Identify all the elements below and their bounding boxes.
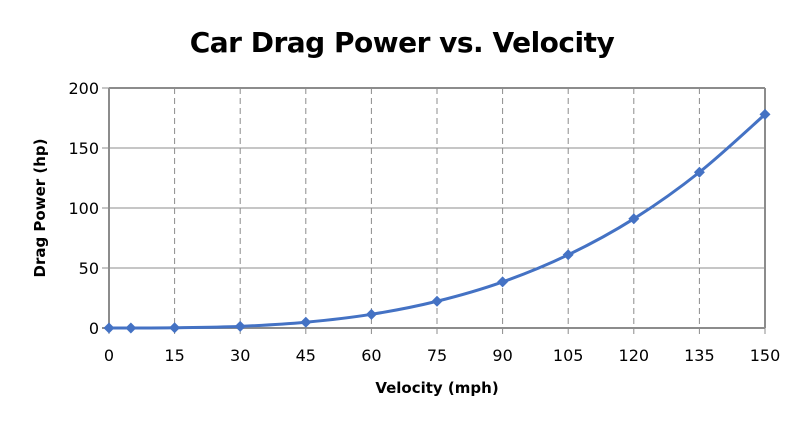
y-tick-label: 100: [68, 199, 99, 218]
x-axis-title: Velocity (mph): [375, 379, 498, 397]
data-point-marker: [169, 322, 181, 334]
series-group: [103, 108, 771, 334]
x-tick-label: 105: [553, 346, 584, 365]
tick-labels: 0 50 100 150 200 0 15 30 45 60 75 90 105 120 135 150: [68, 79, 780, 365]
data-point-marker: [365, 308, 377, 320]
x-tick-label: 15: [164, 346, 184, 365]
x-tick-label: 0: [104, 346, 114, 365]
data-point-marker: [431, 295, 443, 307]
data-point-marker: [759, 108, 771, 120]
data-point-marker: [628, 213, 640, 225]
data-point-marker: [125, 322, 137, 334]
grid: [102, 87, 766, 334]
x-tick-label: 60: [361, 346, 381, 365]
x-tick-label: 150: [750, 346, 781, 365]
x-tick-label: 135: [684, 346, 715, 365]
x-tick-label: 75: [427, 346, 447, 365]
x-tick-label: 120: [619, 346, 650, 365]
data-point-marker: [103, 322, 115, 334]
y-tick-label: 150: [68, 139, 99, 158]
y-tick-label: 50: [79, 259, 99, 278]
data-point-marker: [693, 166, 705, 178]
x-tick-label: 45: [296, 346, 316, 365]
x-tick-label: 30: [230, 346, 250, 365]
data-point-marker: [562, 249, 574, 261]
y-tick-label: 200: [68, 79, 99, 98]
data-point-marker: [497, 276, 509, 288]
data-point-marker: [234, 320, 246, 332]
y-tick-label: 0: [89, 319, 99, 338]
x-tick-label: 90: [492, 346, 512, 365]
chart-title: Car Drag Power vs. Velocity: [190, 26, 615, 59]
data-point-marker: [300, 316, 312, 328]
y-axis-title: Drag Power (hp): [31, 138, 49, 277]
